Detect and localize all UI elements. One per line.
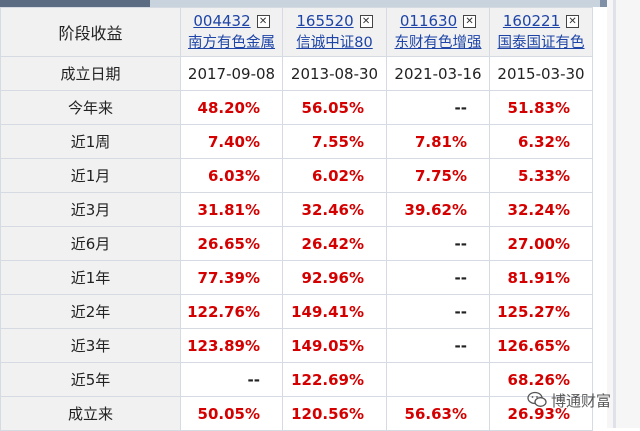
cell-value: -- xyxy=(386,260,490,295)
cell-value: 6.32% xyxy=(489,124,593,159)
cell-value: 5.33% xyxy=(489,158,593,193)
cell-value: 39.62% xyxy=(386,192,490,227)
row-label: 近1月 xyxy=(0,158,181,193)
row-label: 近1年 xyxy=(0,260,181,295)
cell-value: 31.81% xyxy=(180,192,283,227)
row-label: 成立日期 xyxy=(0,56,181,91)
cell-value: -- xyxy=(386,328,490,363)
fund-name-link[interactable]: 南方有色金属 xyxy=(188,35,275,51)
remove-fund-icon[interactable]: ✕ xyxy=(463,14,477,28)
cell-value: 123.89% xyxy=(180,328,283,363)
cell-value: 120.56% xyxy=(282,396,387,431)
header-row: 阶段收益 004432 ✕ 南方有色金属 165520 ✕ 信诚中证80 011… xyxy=(0,7,593,57)
cell-value: 6.03% xyxy=(180,158,283,193)
cell-value: -- xyxy=(386,90,490,125)
cell-value: 77.39% xyxy=(180,260,283,295)
cell-value: 149.41% xyxy=(282,294,387,329)
table-row: 今年来 48.20% 56.05% -- 51.83% xyxy=(0,90,593,125)
cell-value: 81.91% xyxy=(489,260,593,295)
corner-label: 阶段收益 xyxy=(0,7,181,57)
cell-value: 26.65% xyxy=(180,226,283,261)
cell-value: 6.02% xyxy=(282,158,387,193)
cell-value: 26.42% xyxy=(282,226,387,261)
table-row: 近6月 26.65% 26.42% -- 27.00% xyxy=(0,226,593,261)
remove-fund-icon[interactable]: ✕ xyxy=(256,14,270,28)
cell-value: 2017-09-08 xyxy=(180,56,283,91)
row-label: 近3月 xyxy=(0,192,181,227)
row-label: 近3年 xyxy=(0,328,181,363)
cell-value: 50.05% xyxy=(180,396,283,431)
cell-value xyxy=(386,362,490,397)
remove-fund-icon[interactable]: ✕ xyxy=(566,14,580,28)
cell-value: 125.27% xyxy=(489,294,593,329)
fund-name-link[interactable]: 国泰国证有色 xyxy=(497,35,585,51)
cell-value: 56.05% xyxy=(282,90,387,125)
cell-value: 48.20% xyxy=(180,90,283,125)
cell-value: -- xyxy=(386,226,490,261)
stage-return-table: 阶段收益 004432 ✕ 南方有色金属 165520 ✕ 信诚中证80 011… xyxy=(0,7,593,431)
row-label: 近1周 xyxy=(0,124,181,159)
fund-header-2: 165520 ✕ 信诚中证80 xyxy=(282,7,387,57)
fund-header-1: 004432 ✕ 南方有色金属 xyxy=(180,7,283,57)
cell-value: 7.55% xyxy=(282,124,387,159)
table-row: 近1年 77.39% 92.96% -- 81.91% xyxy=(0,260,593,295)
watermark: 博通财富 xyxy=(527,388,637,412)
scrollbar-track[interactable] xyxy=(613,0,616,428)
cell-value: -- xyxy=(386,294,490,329)
table-row: 近1月 6.03% 6.02% 7.75% 5.33% xyxy=(0,158,593,193)
table-row: 近3年 123.89% 149.05% -- 126.65% xyxy=(0,328,593,363)
cell-value: 2015-03-30 xyxy=(489,56,593,91)
cell-value: 7.75% xyxy=(386,158,490,193)
cell-value: 126.65% xyxy=(489,328,593,363)
cell-value: 32.46% xyxy=(282,192,387,227)
vertical-scrollbar[interactable] xyxy=(607,0,640,428)
table-row: 近1周 7.40% 7.55% 7.81% 6.32% xyxy=(0,124,593,159)
table-row: 近3月 31.81% 32.46% 39.62% 32.24% xyxy=(0,192,593,227)
table-row: 成立日期 2017-09-08 2013-08-30 2021-03-16 20… xyxy=(0,56,593,91)
cell-value: 68.26% xyxy=(489,362,593,397)
top-strip xyxy=(0,0,640,7)
row-label: 成立来 xyxy=(0,396,181,431)
cell-value: 122.69% xyxy=(282,362,387,397)
cell-value: -- xyxy=(180,362,283,397)
fund-code-link[interactable]: 160221 xyxy=(502,12,561,30)
cell-value: 149.05% xyxy=(282,328,387,363)
fund-name-link[interactable]: 信诚中证80 xyxy=(296,35,373,51)
fund-code-link[interactable]: 004432 xyxy=(193,12,251,30)
fund-header-4: 160221 ✕ 国泰国证有色 xyxy=(489,7,593,57)
fund-code-link[interactable]: 165520 xyxy=(296,12,354,30)
wechat-icon xyxy=(527,391,547,407)
watermark-text: 博通财富 xyxy=(551,391,612,410)
cell-value: 122.76% xyxy=(180,294,283,329)
table-row: 成立来 50.05% 120.56% 56.63% 26.93% xyxy=(0,396,593,431)
cell-value: 2013-08-30 xyxy=(282,56,387,91)
row-label: 今年来 xyxy=(0,90,181,125)
row-label: 近6月 xyxy=(0,226,181,261)
row-label: 近2年 xyxy=(0,294,181,329)
cell-value: 92.96% xyxy=(282,260,387,295)
fund-name-link[interactable]: 东财有色增强 xyxy=(394,35,482,51)
fund-code-link[interactable]: 011630 xyxy=(399,12,458,30)
remove-fund-icon[interactable]: ✕ xyxy=(359,14,373,28)
table-row: 近5年 -- 122.69% 68.26% xyxy=(0,362,593,397)
cell-value: 7.40% xyxy=(180,124,283,159)
row-label: 近5年 xyxy=(0,362,181,397)
cell-value: 56.63% xyxy=(386,396,490,431)
fund-header-3: 011630 ✕ 东财有色增强 xyxy=(386,7,490,57)
cell-value: 2021-03-16 xyxy=(386,56,490,91)
cell-value: 32.24% xyxy=(489,192,593,227)
tab-area xyxy=(150,0,600,7)
cell-value: 7.81% xyxy=(386,124,490,159)
table-row: 近2年 122.76% 149.41% -- 125.27% xyxy=(0,294,593,329)
tab-area-dark xyxy=(0,0,150,7)
cell-value: 27.00% xyxy=(489,226,593,261)
cell-value: 51.83% xyxy=(489,90,593,125)
